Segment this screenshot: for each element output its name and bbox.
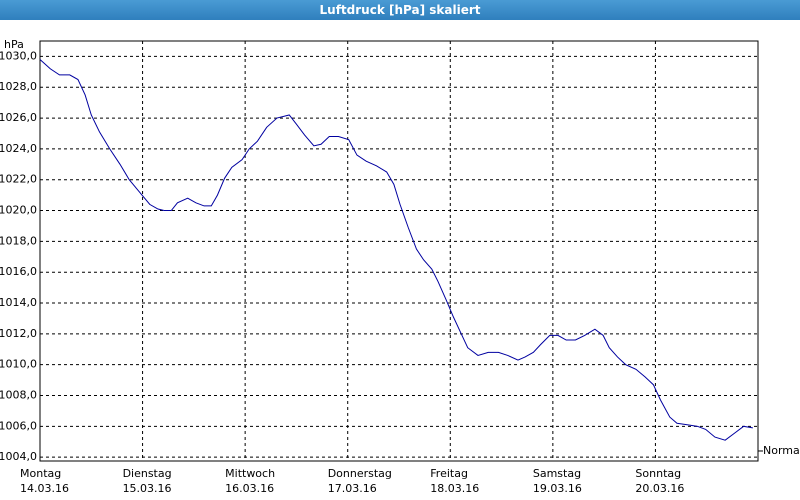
y-tick-label: 1024,0 <box>0 142 37 155</box>
x-tick-label: Donnerstag 17.03.16 <box>327 467 392 495</box>
y-tick-label: 1012,0 <box>0 327 37 340</box>
x-tick-label: Freitag 18.03.16 <box>430 467 480 495</box>
x-tick-label: Dienstag 15.03.16 <box>122 467 172 495</box>
x-tick-label: Sonntag 20.03.16 <box>635 467 685 495</box>
y-tick-label: 1018,0 <box>0 234 37 247</box>
y-tick-label: 1014,0 <box>0 296 37 309</box>
x-tick-label: Mittwoch 16.03.16 <box>225 467 276 495</box>
x-tick-label: Montag 14.03.16 <box>20 467 69 495</box>
y-tick-label: 1030,0 <box>0 49 37 62</box>
title-bar: Luftdruck [hPa] skaliert <box>0 0 800 20</box>
y-tick-label: 1008,0 <box>0 388 37 401</box>
y-tick-label: 1022,0 <box>0 173 37 186</box>
y-tick-label: 1006,0 <box>0 419 37 432</box>
x-tick-label: Samstag 19.03.16 <box>532 467 582 495</box>
y-tick-label: 1010,0 <box>0 358 37 371</box>
data-line <box>39 59 753 441</box>
y-tick-label: 1026,0 <box>0 111 37 124</box>
y-tick-label: 1028,0 <box>0 80 37 93</box>
reference-label: Normal <box>763 444 800 457</box>
y-tick-label: 1004,0 <box>0 450 37 463</box>
y-tick-label: 1016,0 <box>0 265 37 278</box>
plot-frame <box>39 40 759 462</box>
y-axis-label: hPa <box>4 38 24 51</box>
y-tick-label: 1020,0 <box>0 204 37 217</box>
